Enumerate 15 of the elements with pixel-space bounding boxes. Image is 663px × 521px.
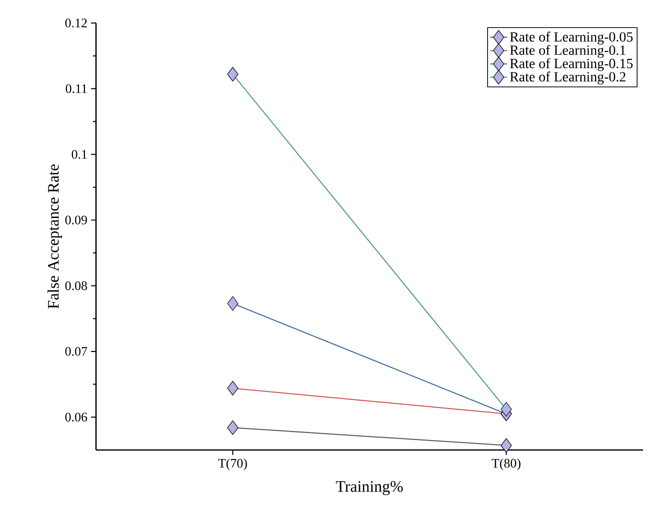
y-tick-label: 0.07 <box>65 347 88 356</box>
legend-label: Rate of Learning-0.15 <box>510 58 633 72</box>
legend-label: Rate of Learning-0.05 <box>510 32 633 44</box>
y-tick-label: 0.12 <box>65 18 87 28</box>
x-axis-title: Training% <box>336 481 403 496</box>
y-axis-title: False Acceptance Rate <box>48 164 62 309</box>
x-tick-label: T(70) <box>218 458 247 470</box>
x-tick-label: T(80) <box>492 458 520 470</box>
y-tick-label: 0.09 <box>65 216 87 224</box>
legend-label: Rate of Learning-0.2 <box>510 72 626 84</box>
legend-label: Rate of Learning-0.1 <box>510 44 626 58</box>
y-tick-label: 0.06 <box>65 412 88 422</box>
y-tick-label: 0.1 <box>72 150 87 159</box>
y-tick-label: 0.08 <box>65 281 87 290</box>
y-tick-label: 0.11 <box>66 84 87 94</box>
